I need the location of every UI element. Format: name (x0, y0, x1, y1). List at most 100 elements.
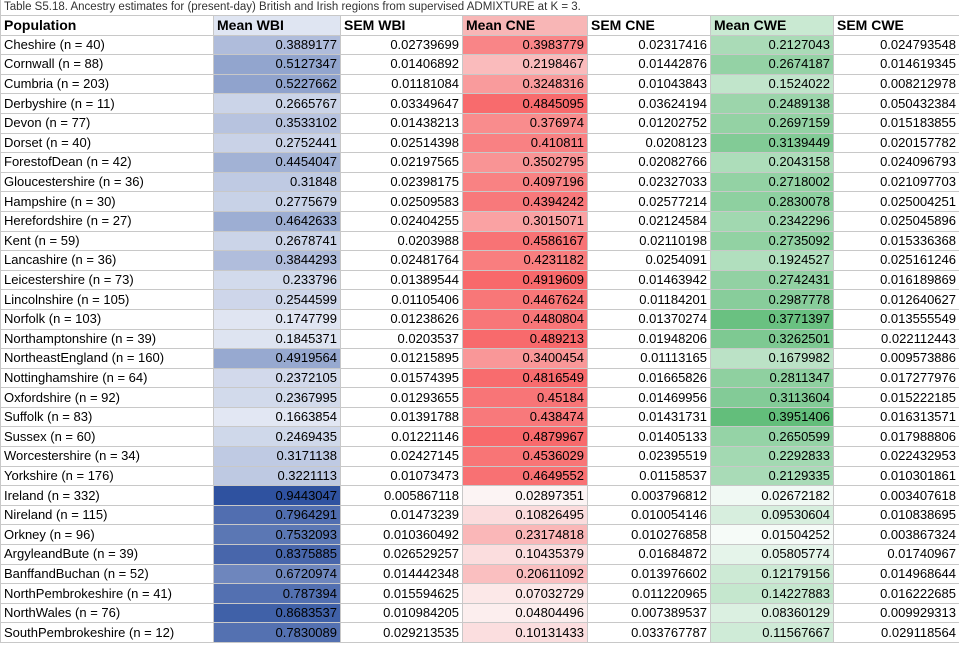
value-cell: 0.4649552 (462, 465, 588, 487)
population-cell: Lancashire (n = 36) (0, 250, 214, 271)
value-cell: 0.2742431 (710, 269, 834, 291)
value-cell: 0.1924527 (710, 250, 834, 271)
value-cell: 0.4097196 (462, 171, 588, 193)
population-cell: Kent (n = 59) (0, 230, 214, 252)
value-cell: 0.005867118 (340, 485, 463, 506)
data-row: Nireland (n = 115) 0.7964291 0.01473239 0.1… (0, 504, 959, 526)
data-row: Cheshire (n = 40) 0.3889177 0.02739699 0.39… (0, 34, 959, 56)
value-cell: 0.017988806 (833, 426, 959, 448)
value-cell: 0.0203988 (340, 230, 463, 252)
value-cell: 0.029213535 (340, 622, 463, 643)
value-cell: 0.2489138 (710, 93, 834, 114)
value-cell: 0.01184201 (587, 289, 711, 310)
value-cell: 0.4642633 (213, 210, 341, 232)
value-cell: 0.01469956 (587, 387, 711, 408)
value-cell: 0.4879967 (462, 426, 588, 448)
value-cell: 0.01948206 (587, 328, 711, 350)
population-cell: ForestofDean (n = 42) (0, 152, 214, 173)
ancestry-table: Table S5.18. Ancestry estimates for (pre… (0, 0, 959, 643)
value-cell: 0.010301861 (833, 465, 959, 487)
value-cell: 0.01238626 (340, 308, 463, 330)
data-row: Suffolk (n = 83) 0.1663854 0.01391788 0.438… (0, 406, 959, 428)
population-cell: Norfolk (n = 103) (0, 308, 214, 330)
value-cell: 0.016222685 (833, 583, 959, 604)
value-cell: 0.8375885 (213, 544, 341, 565)
column-header: Mean CNE (462, 15, 588, 36)
value-cell: 0.233796 (213, 269, 341, 291)
population-cell: Sussex (n = 60) (0, 426, 214, 448)
value-cell: 0.9443047 (213, 485, 341, 506)
title-row: Table S5.18. Ancestry estimates for (pre… (0, 0, 959, 16)
value-cell: 0.024793548 (833, 34, 959, 56)
column-header: SEM CWE (833, 15, 959, 36)
value-cell: 0.01504252 (710, 524, 834, 546)
value-cell: 0.01215895 (340, 348, 463, 369)
value-cell: 0.3400454 (462, 348, 588, 369)
value-cell: 0.02317416 (587, 34, 711, 56)
value-cell: 0.2775679 (213, 191, 341, 212)
population-cell: Orkney (n = 96) (0, 524, 214, 546)
value-cell: 0.01073473 (340, 465, 463, 487)
value-cell: 0.01684872 (587, 544, 711, 565)
value-cell: 0.4919609 (462, 269, 588, 291)
value-cell: 0.016313571 (833, 406, 959, 428)
value-cell: 0.4454047 (213, 152, 341, 173)
population-cell: BanffandBuchan (n = 52) (0, 563, 214, 585)
value-cell: 0.2127043 (710, 34, 834, 56)
table-body: Table S5.18. Ancestry estimates for (pre… (0, 0, 959, 643)
value-cell: 0.0254091 (587, 250, 711, 271)
population-cell: Gloucestershire (n = 36) (0, 171, 214, 193)
data-row: ArgyleandBute (n = 39) 0.8375885 0.0265292… (0, 544, 959, 565)
value-cell: 0.02897351 (462, 485, 588, 506)
value-cell: 0.3771397 (710, 308, 834, 330)
population-cell: Leicestershire (n = 73) (0, 269, 214, 291)
data-row: Devon (n = 77) 0.3533102 0.01438213 0.37697… (0, 112, 959, 134)
value-cell: 0.022432953 (833, 446, 959, 467)
population-cell: Nireland (n = 115) (0, 504, 214, 526)
data-row: Cornwall (n = 88) 0.5127347 0.01406892 0.21… (0, 54, 959, 75)
value-cell: 0.014619345 (833, 54, 959, 75)
population-cell: NortheastEngland (n = 160) (0, 348, 214, 369)
value-cell: 0.03349647 (340, 93, 463, 114)
value-cell: 0.2043158 (710, 152, 834, 173)
value-cell: 0.014968644 (833, 563, 959, 585)
value-cell: 0.015222185 (833, 387, 959, 408)
value-cell: 0.009573886 (833, 348, 959, 369)
value-cell: 0.1747799 (213, 308, 341, 330)
column-header: Mean CWE (710, 15, 834, 36)
data-row: Lincolnshire (n = 105) 0.2544599 0.0110540… (0, 289, 959, 310)
value-cell: 0.3015071 (462, 210, 588, 232)
value-cell: 0.2469435 (213, 426, 341, 448)
value-cell: 0.2735092 (710, 230, 834, 252)
column-header: SEM CNE (587, 15, 711, 36)
value-cell: 0.01202752 (587, 112, 711, 134)
value-cell: 0.013555549 (833, 308, 959, 330)
value-cell: 0.02509583 (340, 191, 463, 212)
value-cell: 0.09530604 (710, 504, 834, 526)
value-cell: 0.02197565 (340, 152, 463, 173)
value-cell: 0.010838695 (833, 504, 959, 526)
population-cell: Dorset (n = 40) (0, 132, 214, 154)
value-cell: 0.020157782 (833, 132, 959, 154)
value-cell: 0.376974 (462, 112, 588, 134)
value-cell: 0.10826495 (462, 504, 588, 526)
value-cell: 0.2367995 (213, 387, 341, 408)
value-cell: 0.1845371 (213, 328, 341, 350)
data-row: NorthPembrokeshire (n = 41) 0.787394 0.015… (0, 583, 959, 604)
value-cell: 0.04804496 (462, 602, 588, 624)
data-row: Derbyshire (n = 11) 0.2665767 0.03349647 0.… (0, 93, 959, 114)
data-row: Yorkshire (n = 176) 0.3221113 0.01073473 0.… (0, 465, 959, 487)
value-cell: 0.015336368 (833, 230, 959, 252)
value-cell: 0.05805774 (710, 544, 834, 565)
data-row: ForestofDean (n = 42) 0.4454047 0.02197565… (0, 152, 959, 173)
value-cell: 0.01438213 (340, 112, 463, 134)
data-row: Ireland (n = 332) 0.9443047 0.005867118 0.0… (0, 485, 959, 506)
value-cell: 0.3951406 (710, 406, 834, 428)
data-row: Worcestershire (n = 34) 0.3171138 0.024271… (0, 446, 959, 467)
data-row: Oxfordshire (n = 92) 0.2367995 0.01293655 0… (0, 387, 959, 408)
value-cell: 0.008212978 (833, 73, 959, 95)
value-cell: 0.01665826 (587, 367, 711, 389)
value-cell: 0.01574395 (340, 367, 463, 389)
header-row: Population Mean WBI SEM WBI Mean CNE SEM CNE… (0, 15, 959, 36)
